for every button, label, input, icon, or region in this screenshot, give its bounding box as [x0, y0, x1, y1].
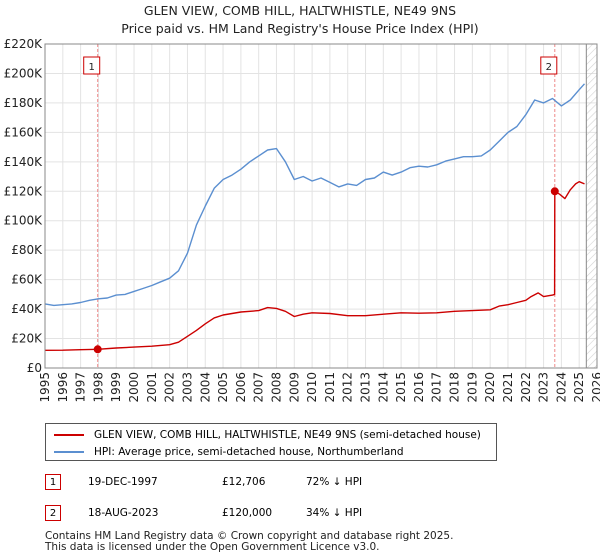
y-tick-label: £120K [4, 184, 44, 198]
legend-item-hpi: HPI: Average price, semi-detached house,… [54, 444, 404, 460]
series-lines [44, 83, 586, 351]
x-tick-label: 2013 [359, 372, 373, 403]
x-tick-label: 2024 [554, 372, 568, 403]
x-tick-label: 2012 [341, 372, 355, 403]
x-tick-label: 2017 [430, 372, 444, 403]
sale-date: 18-AUG-2023 [88, 507, 159, 519]
hpi-line [44, 83, 586, 307]
x-axis-ticks: 1995 1996 1997 1998 1999 2000 2001 2002 2003 2004… [38, 372, 600, 403]
sale-vertical-lines [97, 44, 556, 368]
x-tick-label: 2022 [519, 372, 533, 403]
y-tick-label: £140K [4, 155, 44, 169]
grid [44, 43, 598, 369]
x-tick-label: 2005 [216, 372, 230, 403]
sale-date: 19-DEC-1997 [88, 476, 158, 488]
y-tick-label: £220K [4, 37, 44, 51]
x-tick-label: 2011 [323, 372, 337, 403]
x-tick-label: 2006 [234, 372, 248, 403]
y-tick-label: £60K [11, 273, 43, 287]
x-tick-label: 2020 [483, 372, 497, 403]
x-tick-label: 2019 [465, 372, 479, 403]
property-line-swatch [54, 434, 84, 436]
y-tick-label: £100K [4, 214, 44, 228]
x-tick-label: 2018 [448, 372, 462, 403]
sale-marker: 2 [45, 505, 61, 521]
x-tick-label: 2025 [572, 372, 586, 403]
y-tick-label: £180K [4, 96, 44, 110]
sale-points [93, 187, 559, 354]
footer: Contains HM Land Registry data © Crown c… [45, 531, 453, 553]
x-tick-label: 2002 [163, 372, 177, 403]
x-tick-label: 2014 [376, 372, 390, 403]
future-hatch-region [585, 44, 597, 368]
legend-item-property: GLEN VIEW, COMB HILL, HALTWHISTLE, NE49 … [54, 427, 481, 443]
sale-hpi-delta: 72% ↓ HPI [306, 476, 363, 488]
footer-copyright: Contains HM Land Registry data © Crown c… [45, 530, 454, 542]
x-tick-label: 2026 [590, 372, 600, 403]
x-tick-label: 2001 [145, 372, 159, 403]
x-tick-label: 2009 [287, 372, 301, 403]
price-chart: GLEN VIEW, COMB HILL, HALTWHISTLE, NE49 … [4, 3, 600, 403]
y-tick-label: £80K [11, 243, 43, 257]
y-tick-label: £200K [4, 66, 44, 80]
footer-licence: This data is licensed under the Open Gov… [45, 541, 380, 553]
x-tick-label: 2023 [537, 372, 551, 403]
legend-property-label: GLEN VIEW, COMB HILL, HALTWHISTLE, NE49 … [94, 429, 481, 441]
annotation-box [540, 56, 558, 75]
legend-hpi-label: HPI: Average price, semi-detached house,… [94, 446, 404, 458]
x-tick-label: 1997 [74, 372, 88, 403]
y-tick-label: £0 [27, 361, 42, 375]
y-axis-ticks: £0 £20K £40K £60K £80K £100K £120K £140K £160K £1… [4, 37, 44, 375]
sale-price: £12,706 [222, 476, 266, 488]
x-tick-label: 2004 [198, 372, 212, 403]
x-tick-label: 2015 [394, 372, 408, 403]
sale-point [550, 187, 559, 196]
future-hatch [586, 44, 597, 368]
y-tick-label: £160K [4, 125, 44, 139]
y-tick-label: £40K [11, 302, 43, 316]
sale-hpi-delta: 34% ↓ HPI [306, 507, 363, 519]
x-tick-label: 1999 [109, 372, 123, 403]
x-tick-label: 2003 [180, 372, 194, 403]
annotation-box [83, 56, 101, 75]
x-tick-label: 2021 [501, 372, 515, 403]
sale-marker: 1 [45, 474, 61, 490]
property-price-line [44, 181, 585, 351]
y-tick-label: £20K [11, 332, 43, 346]
x-tick-label: 1995 [38, 372, 52, 403]
x-tick-label: 2010 [305, 372, 319, 403]
x-tick-label: 2000 [127, 372, 141, 403]
annotation-label: 1 [89, 62, 95, 73]
annotation-label: 2 [546, 62, 552, 73]
sale-point [93, 345, 102, 354]
legend: GLEN VIEW, COMB HILL, HALTWHISTLE, NE49 … [45, 423, 497, 461]
x-tick-label: 1998 [91, 372, 105, 403]
chart-title: GLEN VIEW, COMB HILL, HALTWHISTLE, NE49 … [144, 3, 456, 18]
plot-frame [44, 43, 598, 369]
x-tick-label: 1996 [56, 372, 70, 403]
x-tick-label: 2016 [412, 372, 426, 403]
sale-price: £120,000 [222, 507, 273, 519]
x-tick-label: 2008 [269, 372, 283, 403]
hpi-line-swatch [54, 451, 84, 453]
x-tick-label: 2007 [252, 372, 266, 403]
chart-subtitle: Price paid vs. HM Land Registry's House … [121, 21, 478, 36]
